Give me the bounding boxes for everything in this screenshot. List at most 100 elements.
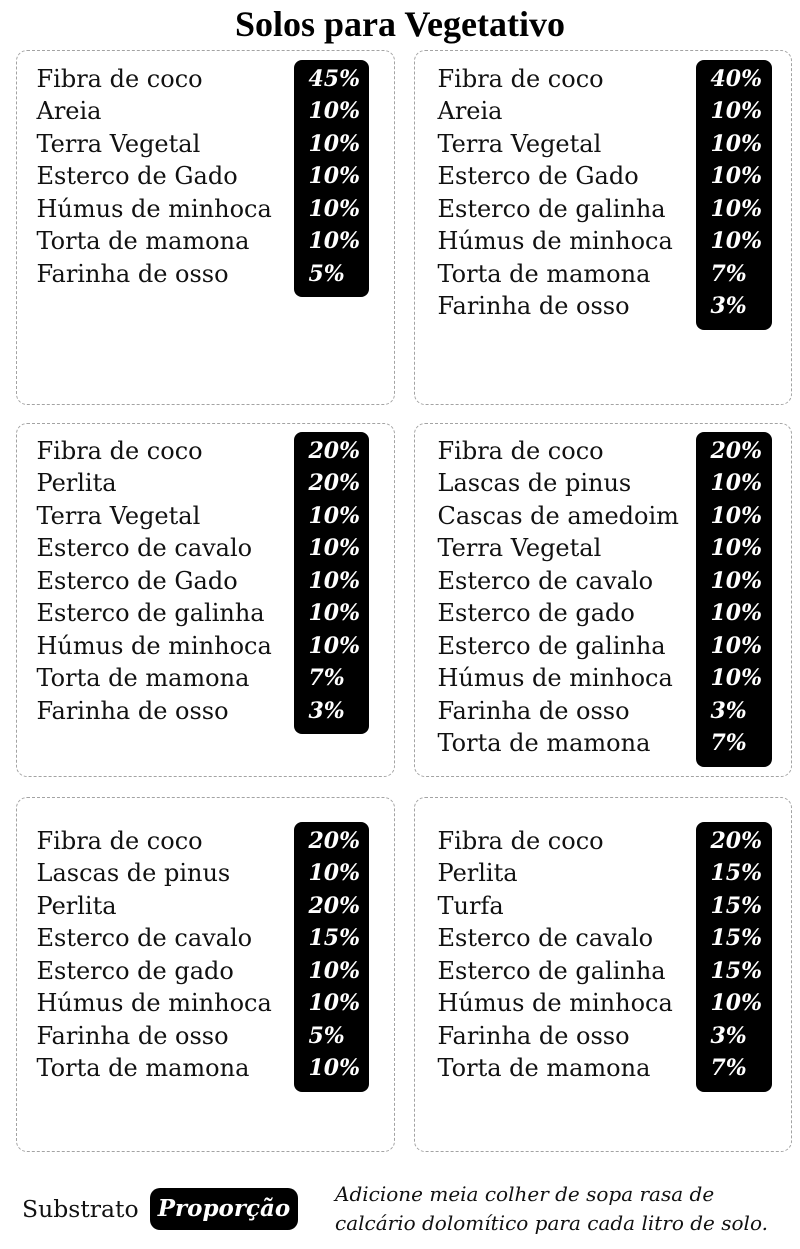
ingredient-list: Fibra de coco Perlita Turfa Esterco de c… — [438, 825, 673, 1085]
soil-recipe-card-1: Fibra de coco Areia Terra Vegetal Esterc… — [16, 50, 395, 405]
ingredient-name: Húmus de minhoca — [36, 989, 272, 1017]
ingredient-name: Húmus de minhoca — [36, 194, 272, 223]
ingredient-percentage: 7% — [710, 260, 747, 287]
ingredient-percentage: 5% — [308, 260, 345, 287]
ingredient-name: Torta de mamona — [36, 664, 250, 692]
ingredient-name: Húmus de minhoca — [437, 989, 673, 1017]
proportion-box: 45% 10% 10% 10% 10% 10% 5% — [293, 59, 369, 297]
ingredient-list: Fibra de coco Perlita Terra Vegetal Este… — [37, 435, 272, 728]
ingredient-percentage: 10% — [308, 860, 361, 886]
ingredient-percentage: 10% — [710, 195, 763, 222]
proportion-box: 20% 10% 10% 10% 10% 10% 10% 10% 3% 7% — [695, 431, 772, 767]
ingredient-percentage: 10% — [710, 130, 763, 157]
ingredient-name: Lascas de pinus — [437, 469, 632, 497]
soil-recipe-card-6: Fibra de coco Perlita Turfa Esterco de c… — [414, 797, 792, 1152]
ingredient-percentage: 10% — [308, 535, 361, 561]
ingredient-name: Perlita — [36, 469, 117, 497]
proportion-box: 40% 10% 10% 10% 10% 10% 7% 3% — [695, 59, 772, 330]
proportion-box: 20% 15% 15% 15% 15% 10% 3% 7% — [695, 821, 772, 1092]
ingredient-percentage: 10% — [710, 470, 763, 496]
ingredient-name: Turfa — [437, 891, 504, 920]
ingredient-list: Fibra de coco Lascas de pinus Cascas de … — [438, 435, 679, 760]
ingredient-percentage: 10% — [710, 990, 763, 1016]
ingredient-name: Torta de mamona — [36, 227, 250, 255]
ingredient-name: Farinha de osso — [437, 292, 630, 320]
ingredient-name: Esterco de cavalo — [437, 566, 654, 595]
ingredient-percentage: 10% — [308, 957, 361, 984]
legend-proportion-pill: Proporção — [150, 1188, 298, 1230]
ingredient-percentage: 7% — [308, 665, 345, 691]
ingredient-percentage: 10% — [308, 228, 361, 254]
ingredient-name: Húmus de minhoca — [36, 631, 272, 660]
ingredient-percentage: 10% — [308, 990, 361, 1016]
ingredient-percentage: 10% — [308, 163, 361, 189]
ingredient-name: Esterco de galinha — [437, 631, 666, 660]
ingredient-percentage: 10% — [710, 665, 763, 691]
ingredient-percentage: 15% — [308, 925, 361, 951]
ingredient-percentage: 10% — [308, 1055, 361, 1081]
ingredient-name: Esterco de galinha — [437, 194, 666, 223]
lime-note-line: calcário dolomítico para cada litro de s… — [335, 1211, 768, 1235]
ingredient-percentage: 10% — [710, 600, 763, 626]
ingredient-percentage: 15% — [710, 957, 763, 984]
ingredient-name: Lascas de pinus — [36, 859, 231, 887]
ingredient-name: Areia — [437, 97, 503, 125]
ingredient-name: Farinha de osso — [36, 259, 229, 288]
soil-recipe-card-3: Fibra de coco Perlita Terra Vegetal Este… — [16, 423, 395, 777]
ingredient-list: Fibra de coco Lascas de pinus Perlita Es… — [37, 825, 272, 1085]
ingredient-list: Fibra de coco Areia Terra Vegetal Esterc… — [438, 63, 673, 323]
ingredient-name: Esterco de galinha — [437, 956, 666, 985]
lime-note-line: Adicione meia colher de sopa rasa de — [335, 1182, 715, 1206]
soil-recipe-card-5: Fibra de coco Lascas de pinus Perlita Es… — [16, 797, 395, 1152]
soil-recipe-card-2: Fibra de coco Areia Terra Vegetal Esterc… — [414, 50, 792, 405]
ingredient-name: Húmus de minhoca — [437, 664, 673, 692]
ingredient-percentage: 15% — [710, 892, 763, 919]
ingredient-percentage: 7% — [710, 730, 747, 756]
proportion-box: 20% 10% 20% 15% 10% 10% 5% 10% — [293, 821, 369, 1092]
legend-substrate-label: Substrato — [22, 1195, 139, 1223]
ingredient-percentage: 10% — [710, 228, 763, 254]
ingredient-percentage: 10% — [710, 502, 763, 529]
ingredient-name: Torta de mamona — [437, 729, 651, 757]
ingredient-name: Farinha de osso — [437, 696, 630, 725]
ingredient-name: Areia — [36, 97, 102, 125]
page-title: Solos para Vegetativo — [234, 4, 565, 44]
ingredient-name: Farinha de osso — [36, 696, 229, 725]
ingredient-name: Esterco de Gado — [36, 566, 238, 595]
ingredient-name: Cascas de amedoim — [437, 501, 679, 530]
ingredient-percentage: 10% — [308, 98, 361, 124]
ingredient-name: Fibra de coco — [437, 826, 604, 855]
ingredient-name: Fibra de coco — [36, 64, 203, 93]
ingredient-name: Perlita — [36, 891, 117, 920]
ingredient-name: Terra Vegetal — [437, 129, 602, 158]
ingredient-percentage: 15% — [710, 860, 763, 886]
ingredient-percentage: 20% — [308, 892, 361, 919]
soil-recipe-card-4: Fibra de coco Lascas de pinus Cascas de … — [414, 423, 792, 777]
ingredient-percentage: 10% — [308, 600, 361, 626]
ingredient-percentage: 5% — [308, 1022, 345, 1049]
ingredient-name: Terra Vegetal — [437, 534, 602, 562]
ingredient-name: Farinha de osso — [36, 1021, 229, 1050]
ingredient-percentage: 20% — [308, 470, 361, 496]
ingredient-name: Esterco de cavalo — [36, 534, 253, 562]
ingredient-percentage: 7% — [710, 1055, 747, 1081]
ingredient-percentage: 10% — [710, 567, 763, 594]
ingredient-percentage: 10% — [710, 163, 763, 189]
ingredient-percentage: 10% — [308, 567, 361, 594]
ingredient-name: Esterco de galinha — [36, 599, 265, 627]
ingredient-name: Torta de mamona — [437, 259, 651, 288]
ingredient-percentage: 10% — [308, 130, 361, 157]
ingredient-name: Farinha de osso — [437, 1021, 630, 1050]
ingredient-percentage: 10% — [710, 98, 763, 124]
ingredient-name: Terra Vegetal — [36, 129, 201, 158]
ingredient-name: Torta de mamona — [437, 1054, 651, 1082]
ingredient-name: Terra Vegetal — [36, 501, 201, 530]
ingredient-name: Fibra de coco — [437, 436, 604, 465]
ingredient-name: Perlita — [437, 859, 518, 887]
ingredient-percentage: 10% — [308, 195, 361, 222]
ingredient-name: Fibra de coco — [437, 64, 604, 93]
ingredient-percentage: 15% — [710, 925, 763, 951]
ingredient-percentage: 45% — [308, 65, 361, 92]
ingredient-name: Fibra de coco — [36, 826, 203, 855]
